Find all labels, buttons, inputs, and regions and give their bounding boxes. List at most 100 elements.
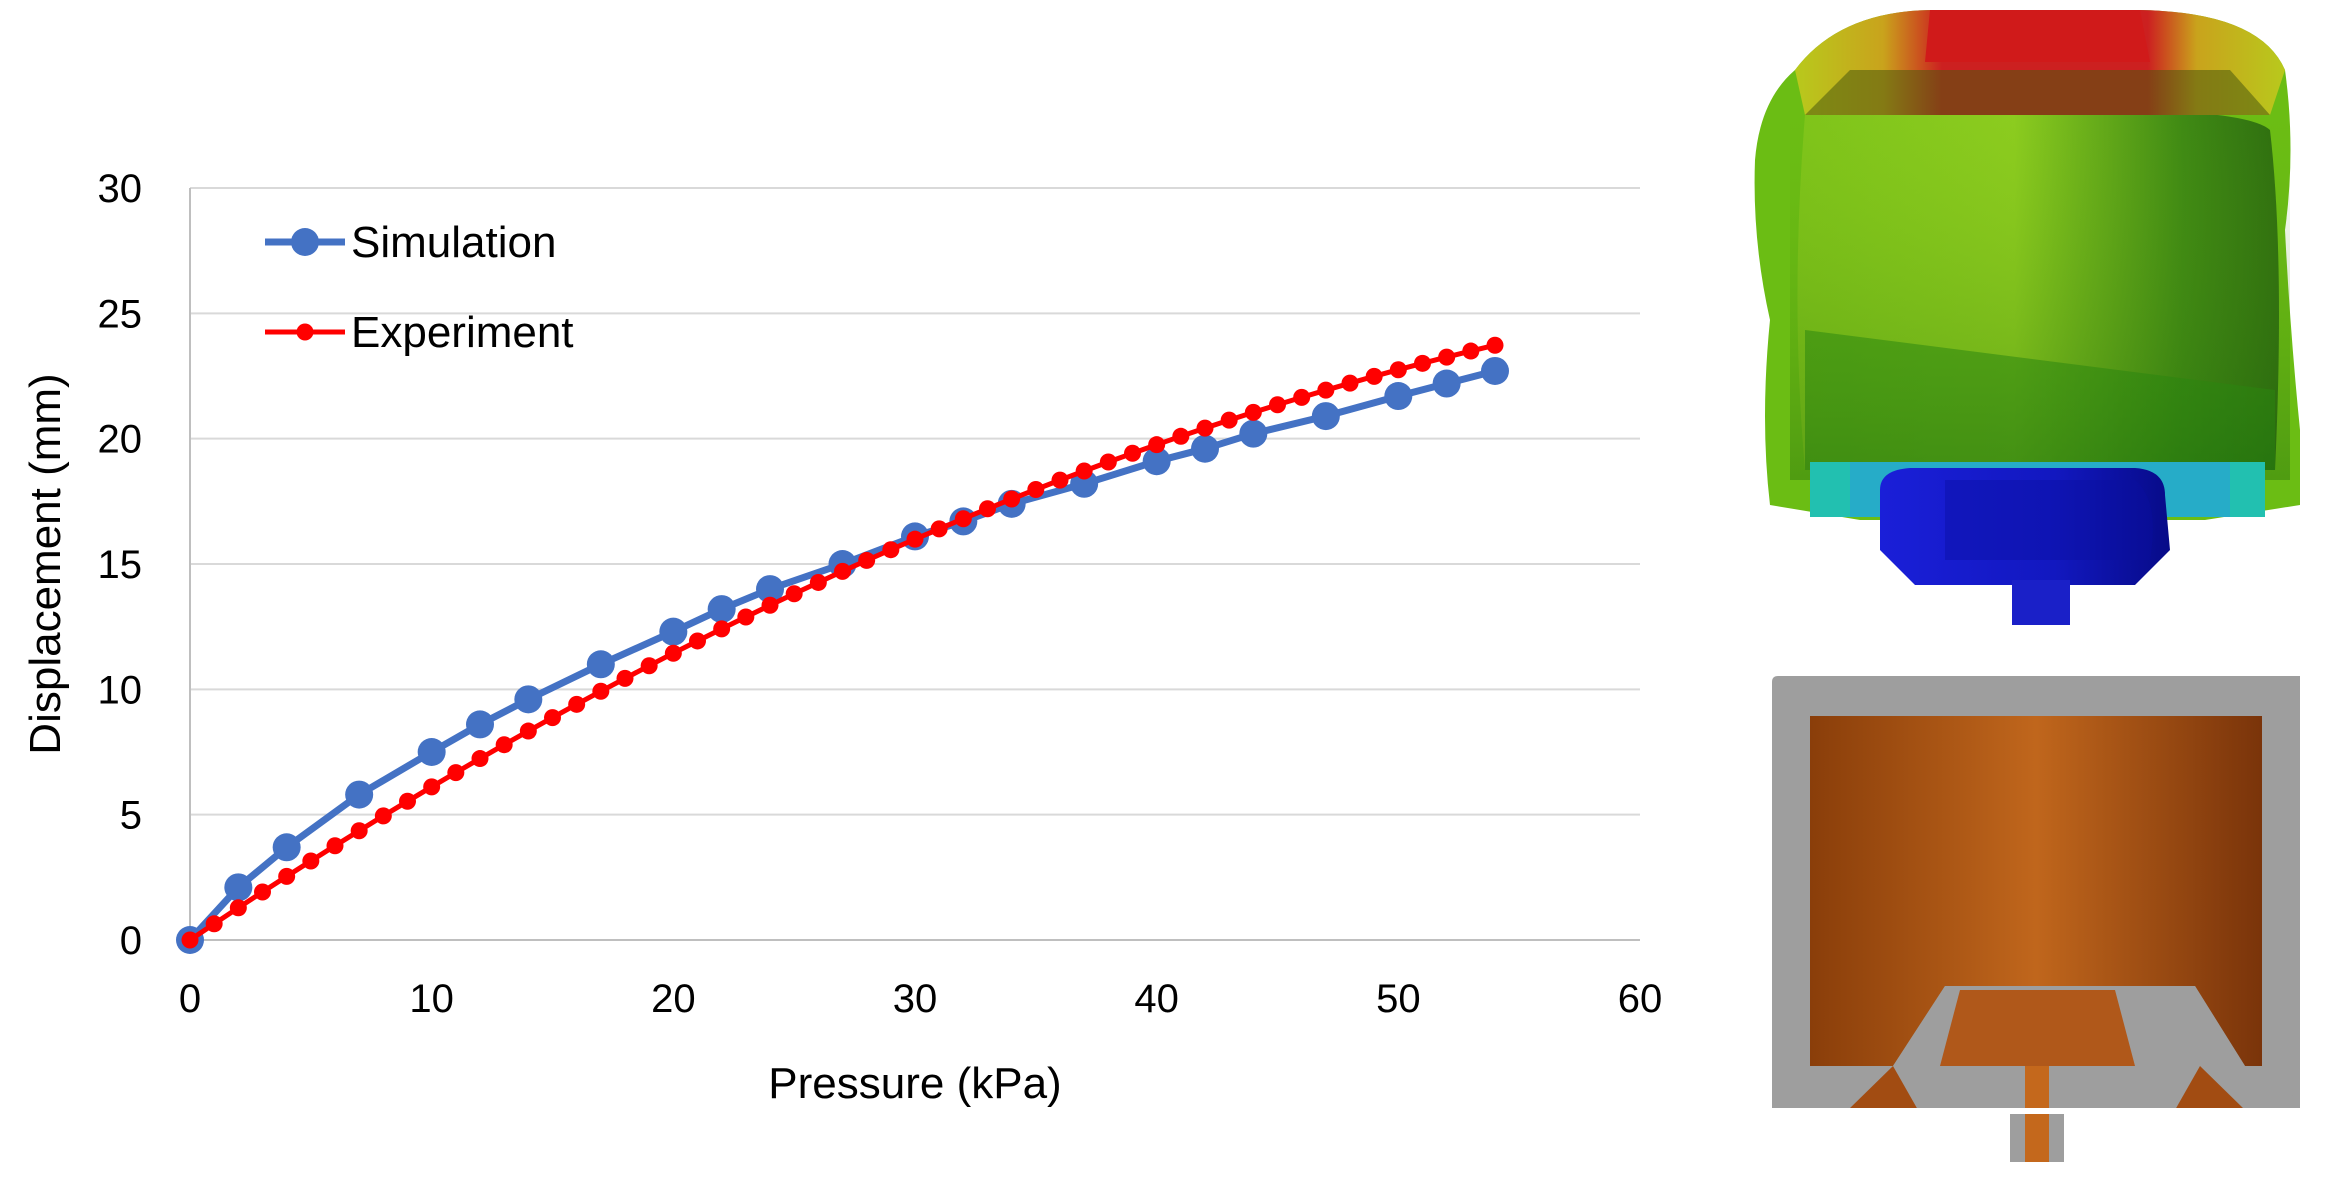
- axes: [189, 188, 1640, 941]
- simulation-point: [1142, 447, 1171, 476]
- experiment-point: [205, 915, 223, 933]
- x-tick-label: 10: [409, 977, 454, 1021]
- experiment-point: [834, 562, 851, 580]
- simulation-point: [1384, 382, 1413, 411]
- simulation-point: [514, 685, 543, 714]
- experiment-point: [906, 530, 924, 548]
- experiment-point: [1003, 490, 1021, 508]
- experiment-point: [761, 596, 779, 614]
- y-tick-label: 20: [98, 418, 143, 462]
- deformed-shell: [1754, 10, 2300, 520]
- experiment-point: [1148, 436, 1166, 454]
- experiment-line: [188, 342, 1496, 943]
- simulation-point: [1432, 369, 1461, 398]
- experiment-point: [181, 931, 199, 949]
- experiment-point: [350, 822, 368, 840]
- y-tick-label: 10: [98, 668, 143, 712]
- series: [176, 336, 1509, 954]
- experiment-point: [254, 883, 271, 901]
- legend: Simulation Experiment: [265, 218, 574, 357]
- experiment-point: [664, 644, 682, 662]
- experiment-point: [1172, 427, 1190, 445]
- y-tick-labels: 0 5 10 15 20 25 30: [98, 167, 143, 963]
- y-tick-label: 30: [98, 167, 143, 211]
- simulation-point: [1311, 402, 1340, 431]
- x-tick-label: 50: [1376, 977, 1421, 1021]
- experiment-point: [302, 852, 320, 870]
- x-axis-title: Pressure (kPa): [768, 1059, 1061, 1108]
- experiment-point: [229, 899, 247, 917]
- experiment-point: [1438, 348, 1456, 366]
- experiment-point: [737, 608, 755, 626]
- experiment-point: [1341, 374, 1359, 392]
- experiment-point: [1196, 419, 1214, 437]
- x-tick-label: 40: [1134, 977, 1179, 1021]
- experiment-point: [1099, 453, 1117, 471]
- y-tick-label: 0: [120, 919, 142, 963]
- simulation-line: [187, 367, 1496, 943]
- experiment-point: [1365, 367, 1383, 385]
- simulation-point: [586, 650, 615, 679]
- y-tick-label: 25: [98, 292, 143, 336]
- experiment-point: [423, 778, 441, 796]
- y-tick-label: 5: [120, 794, 142, 838]
- experiment-point: [592, 682, 610, 700]
- experiment-point: [713, 620, 731, 638]
- experiment-point: [568, 695, 586, 713]
- experiment-point: [1075, 462, 1093, 480]
- x-tick-labels: 0 10 20 30 40 50 60: [179, 977, 1662, 1021]
- experiment-point: [1414, 354, 1431, 372]
- experiment-point: [1244, 403, 1262, 421]
- experiment-point: [1124, 444, 1141, 462]
- actuator-cross-section-image: [1772, 676, 2300, 1162]
- y-axis-title: Displacement (mm): [21, 373, 70, 754]
- experiment-point: [689, 632, 706, 650]
- legend-simulation-marker: [291, 228, 319, 256]
- simulation-point: [1191, 434, 1219, 463]
- experiment-point: [519, 722, 537, 740]
- simulation-point: [1239, 419, 1268, 448]
- experiment-point: [1317, 381, 1335, 399]
- simulation-point: [417, 738, 446, 766]
- simulation-point: [707, 595, 736, 624]
- experiment-point: [809, 573, 827, 591]
- experiment-point: [882, 541, 900, 559]
- x-tick-label: 0: [179, 977, 201, 1021]
- experiment-point: [858, 551, 876, 569]
- simulation-point: [756, 575, 784, 604]
- experiment-point: [1051, 471, 1069, 489]
- experiment-point: [326, 837, 344, 855]
- x-tick-label: 30: [893, 977, 938, 1021]
- experiment-point: [447, 764, 465, 782]
- experiment-point: [495, 736, 513, 754]
- legend-experiment-marker: [296, 323, 314, 341]
- simulation-point: [1070, 469, 1099, 498]
- simulation-point: [272, 833, 301, 862]
- experiment-point: [1462, 342, 1480, 360]
- x-tick-label: 60: [1618, 977, 1663, 1021]
- displacement-pressure-chart: 0 5 10 15 20 25 30 0 10 20 30 40 50 60 Simulation Exp…: [21, 167, 1662, 1108]
- experiment-point: [785, 585, 803, 603]
- legend-experiment-label: Experiment: [351, 308, 574, 357]
- experiment-point: [399, 792, 416, 810]
- experiment-point: [1486, 336, 1504, 354]
- experiment-point: [979, 500, 996, 518]
- x-tick-label: 20: [651, 977, 696, 1021]
- experiment-point: [1269, 396, 1286, 414]
- experiment-point: [471, 750, 489, 768]
- grid-lines: [190, 187, 1640, 816]
- simulation-point: [1481, 356, 1509, 385]
- experiment-point: [954, 510, 972, 528]
- simulation-point: [466, 710, 494, 739]
- simulation-point: [659, 617, 688, 646]
- experiment-point: [1389, 361, 1407, 379]
- y-tick-label: 15: [98, 543, 143, 587]
- experiment-point: [1220, 411, 1238, 429]
- simulation-point: [345, 780, 374, 809]
- simulation-point: [224, 873, 253, 902]
- experiment-point: [1293, 388, 1311, 406]
- experiment-point: [640, 657, 658, 675]
- experiment-point: [374, 807, 392, 825]
- experiment-point: [1027, 480, 1045, 498]
- experiment-point: [544, 709, 561, 727]
